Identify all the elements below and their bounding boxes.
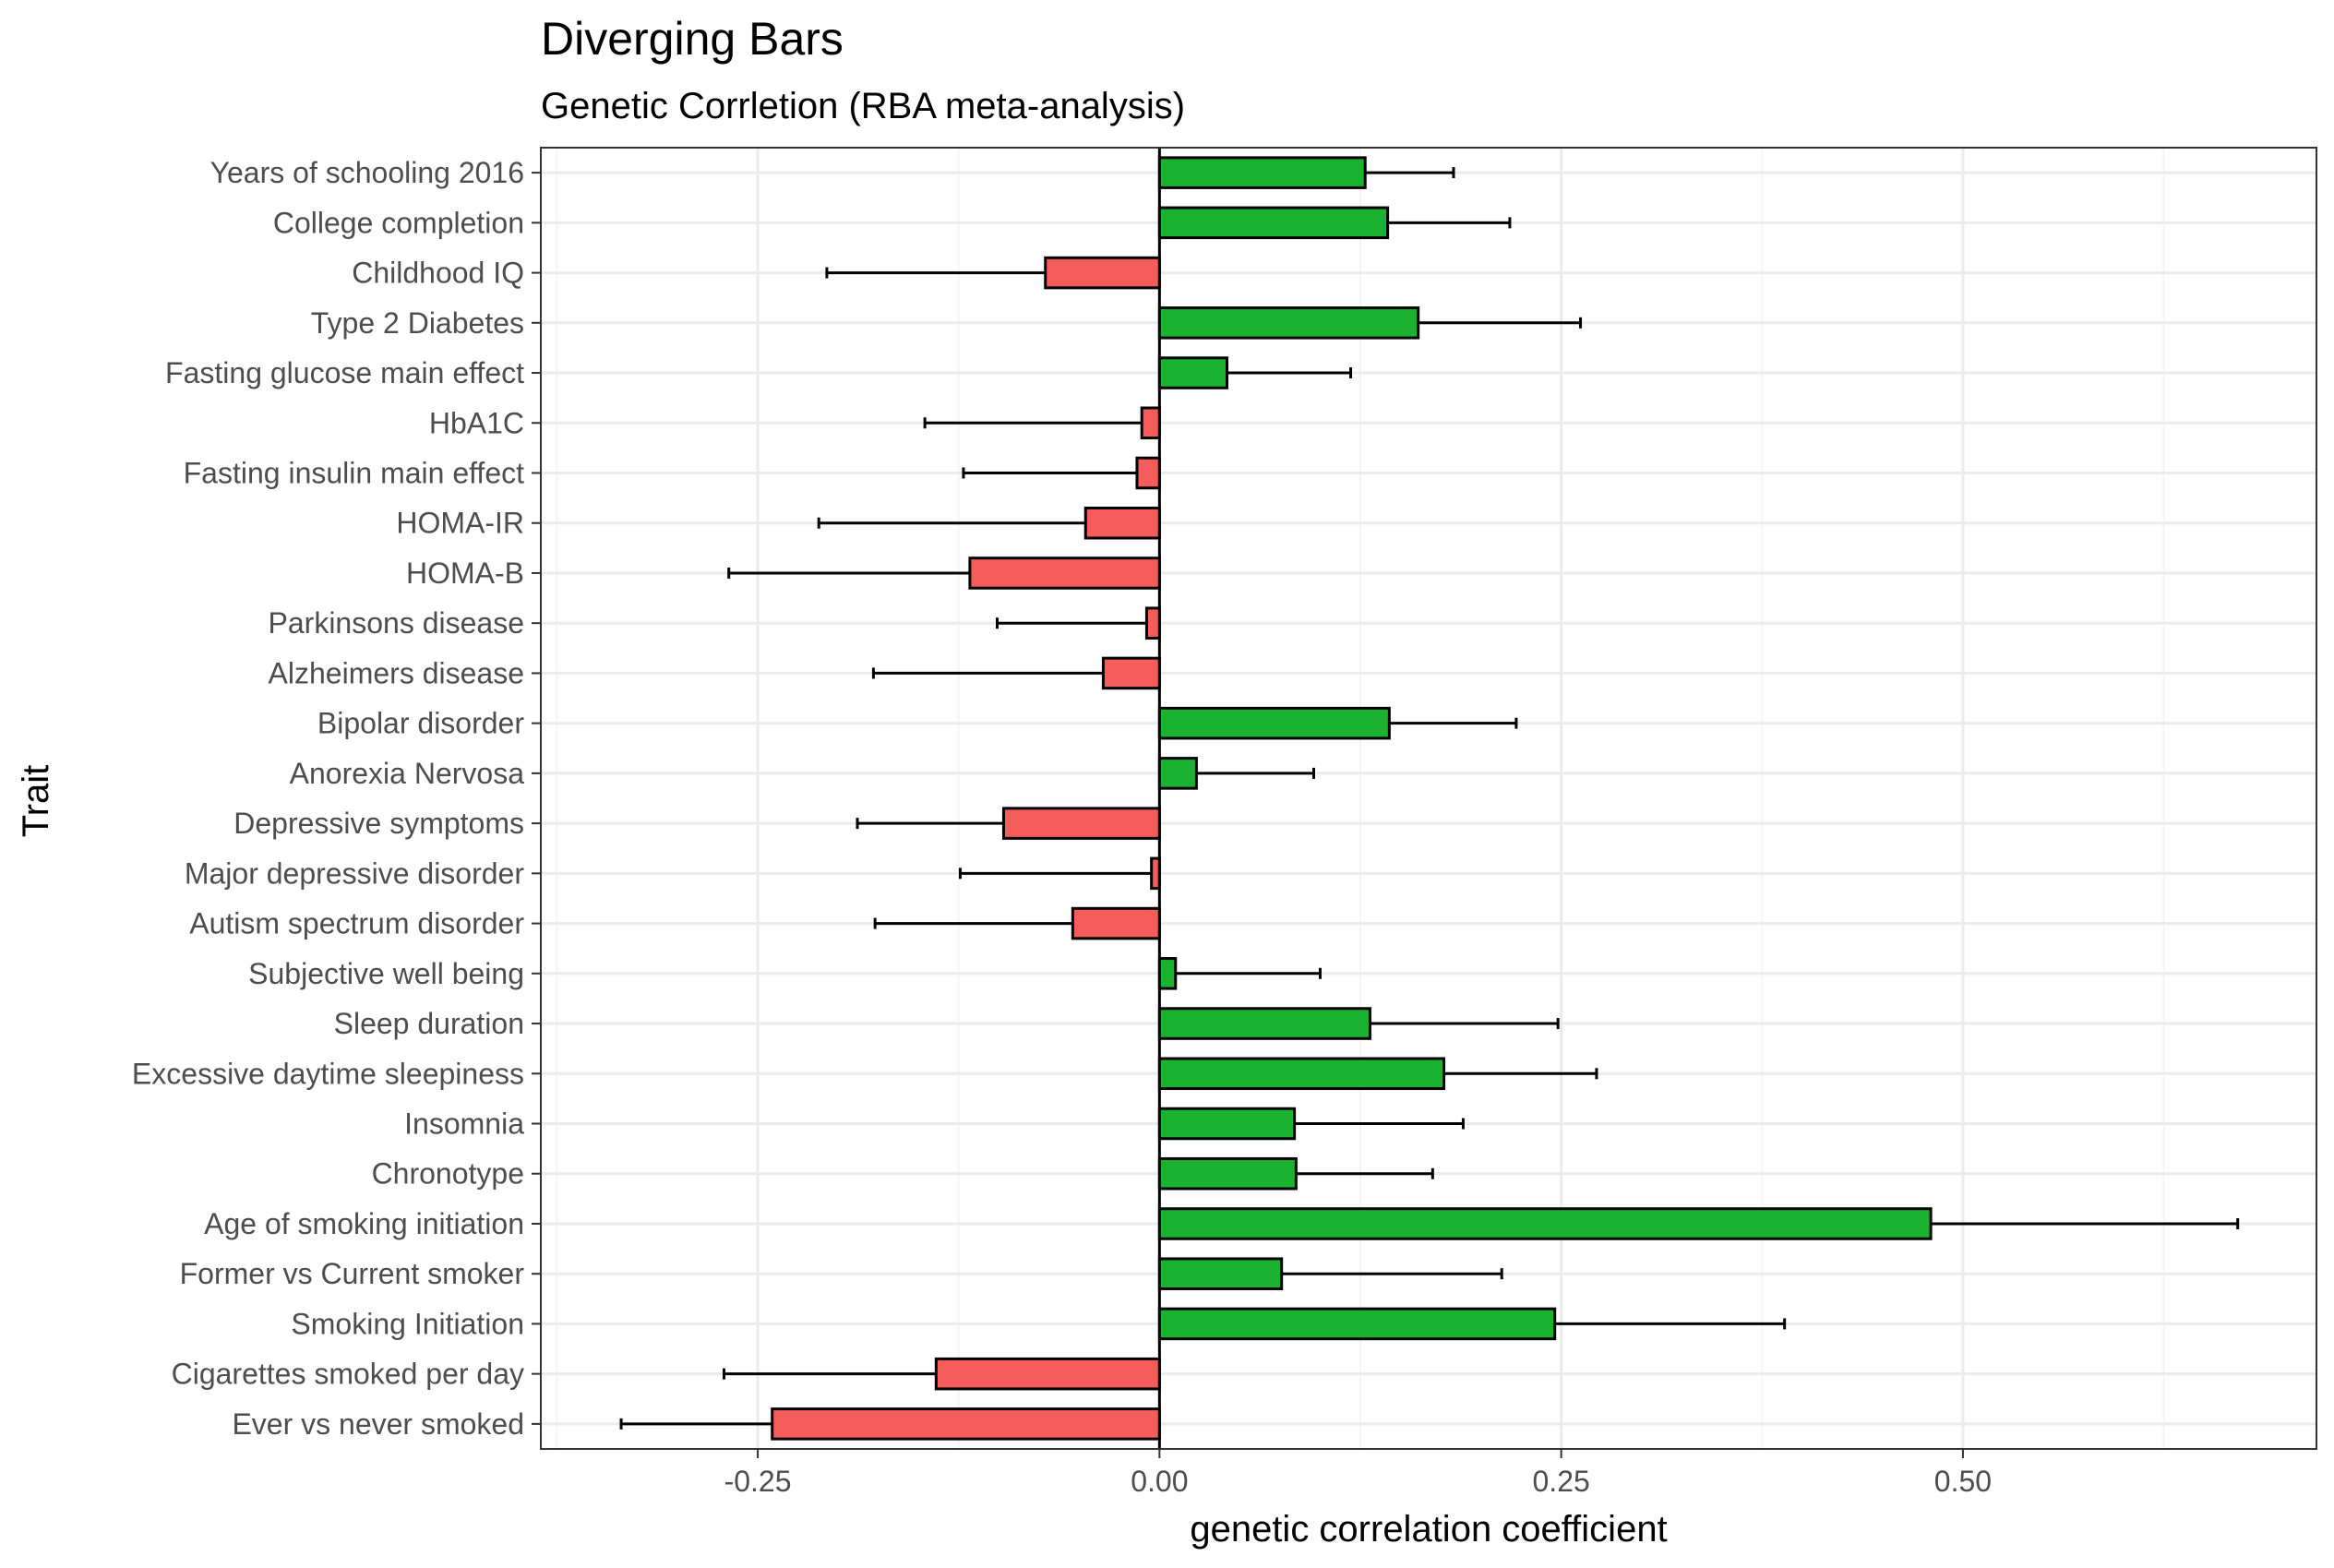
bar — [1083, 506, 1161, 540]
bar — [1157, 1107, 1297, 1141]
bar — [1157, 1207, 1933, 1240]
y-axis-title: Trait — [16, 765, 56, 838]
bar — [1157, 206, 1390, 240]
bar — [1157, 1307, 1557, 1341]
bar — [1044, 256, 1161, 290]
bar — [1157, 1156, 1298, 1191]
bar — [1144, 606, 1161, 640]
chart-subtitle: Genetic Corrletion (RBA meta-analysis) — [541, 86, 1185, 126]
y-tick-label: Smoking Initiation — [291, 1307, 524, 1340]
y-tick-label: Sleep duration — [334, 1007, 524, 1040]
y-tick-label: Autism spectrum disorder — [189, 907, 524, 940]
y-tick-label: Years of schooling 2016 — [210, 156, 524, 189]
bar — [934, 1357, 1161, 1391]
y-tick-label: Bipolar disorder — [317, 707, 524, 740]
bar — [1157, 306, 1420, 340]
y-tick-label: Former vs Current smoker — [180, 1257, 525, 1290]
y-tick-label: Age of smoking initiation — [204, 1207, 524, 1240]
y-tick-label: HOMA-B — [406, 557, 524, 590]
bars-layer — [771, 156, 1933, 1441]
x-tick-label: 0.50 — [1934, 1465, 1992, 1498]
bar — [968, 557, 1161, 590]
y-tick-label: Cigarettes smoked per day — [172, 1358, 524, 1391]
y-tick-label: Chronotype — [372, 1157, 524, 1191]
y-tick-label: HOMA-IR — [396, 507, 524, 540]
bar — [1157, 356, 1228, 389]
bar — [1101, 656, 1161, 690]
bar — [1140, 406, 1161, 440]
x-tick-label: 0.25 — [1533, 1465, 1590, 1498]
bar — [1001, 807, 1161, 840]
y-tick-label: Parkinsons disease — [269, 606, 524, 640]
y-tick-label: Insomnia — [404, 1107, 524, 1141]
y-tick-label: Depressive symptoms — [233, 807, 524, 840]
y-tick-label: Excessive daytime sleepiness — [132, 1057, 524, 1090]
bar — [1157, 757, 1198, 790]
bar — [1157, 1057, 1446, 1091]
y-tick-label: Type 2 Diabetes — [311, 306, 524, 340]
y-tick-label: HbA1C — [429, 406, 524, 439]
y-tick-label: Alzheimers disease — [269, 656, 524, 689]
x-axis-title: genetic correlation coefficient — [1190, 1509, 1667, 1550]
bar — [1157, 156, 1367, 189]
error-bars-layer — [619, 167, 2240, 1430]
y-tick-label: Fasting insulin main effect — [184, 457, 524, 490]
y-axis: Years of schooling 2016 College completio… — [132, 156, 541, 1441]
y-tick-label: Ever vs never smoked — [232, 1407, 524, 1441]
bar — [1157, 1007, 1371, 1040]
x-axis: -0.25 0.00 0.25 0.50 — [724, 1449, 1992, 1498]
bar — [1071, 906, 1161, 940]
y-tick-label: College completion — [273, 206, 524, 239]
bar — [1135, 456, 1161, 490]
bar — [771, 1407, 1161, 1441]
y-tick-label: Major depressive disorder — [185, 856, 525, 890]
y-tick-label: Anorexia Nervosa — [290, 757, 525, 790]
bar — [1157, 706, 1391, 740]
x-tick-label: -0.25 — [724, 1465, 792, 1498]
y-tick-label: Fasting glucose main effect — [165, 356, 524, 389]
chart-title: Diverging Bars — [541, 13, 844, 65]
y-tick-label: Subjective well being — [248, 957, 524, 990]
bar — [1157, 957, 1178, 990]
bar — [1157, 1257, 1284, 1290]
panel-border — [540, 147, 2317, 1450]
x-tick-label: 0.00 — [1131, 1465, 1188, 1498]
y-tick-label: Childhood IQ — [352, 257, 524, 290]
